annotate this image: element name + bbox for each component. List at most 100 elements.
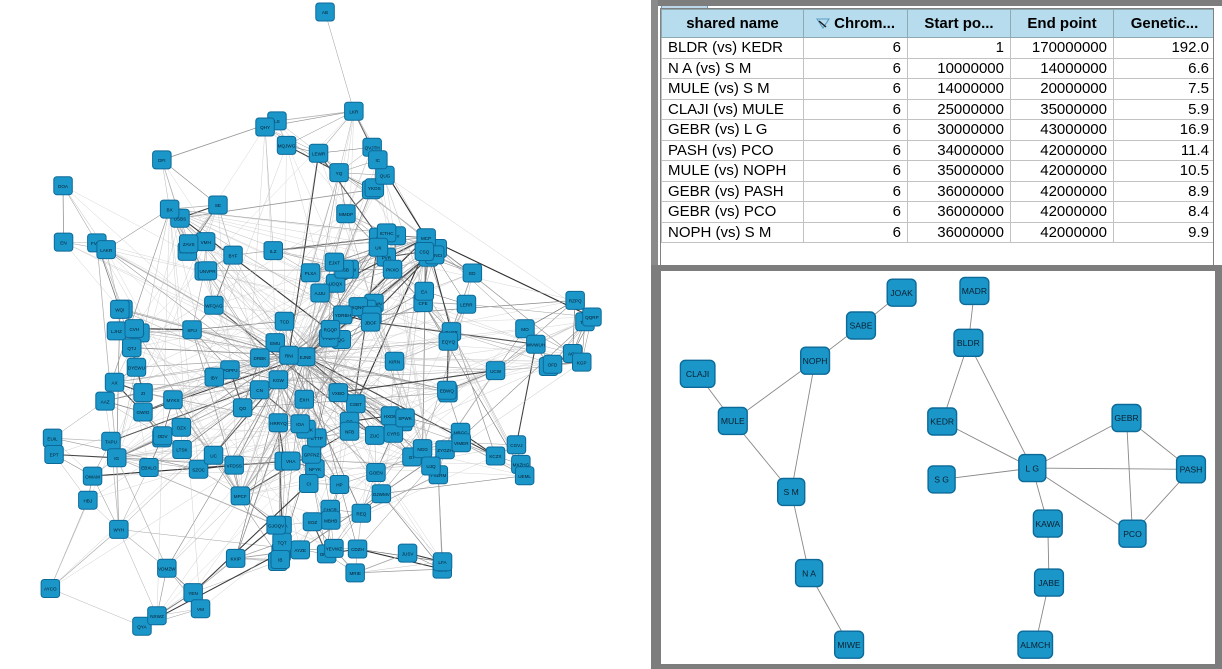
svg-text:GWIO: GWIO xyxy=(137,410,150,415)
svg-text:EN: EN xyxy=(60,240,66,245)
svg-text:CYRS: CYRS xyxy=(387,431,400,436)
svg-text:RZPQ: RZPQ xyxy=(569,299,582,304)
svg-text:EQYQ: EQYQ xyxy=(442,339,456,344)
svg-text:YQ: YQ xyxy=(336,171,343,176)
svg-text:CN: CN xyxy=(256,388,263,393)
svg-text:CI: CI xyxy=(307,482,312,487)
svg-text:LFA: LFA xyxy=(438,560,447,565)
svg-text:OJWMV: OJWMV xyxy=(373,492,391,497)
svg-text:TQT: TQT xyxy=(278,540,287,545)
svg-text:VIMER: VIMER xyxy=(454,441,469,446)
svg-text:QYA: QYA xyxy=(137,624,147,629)
svg-text:KEDR: KEDR xyxy=(930,417,954,427)
svg-text:VDMZW: VDMZW xyxy=(158,567,176,572)
svg-text:LEWR: LEWR xyxy=(312,151,326,156)
svg-text:NFYK: NFYK xyxy=(309,467,322,472)
svg-text:VXBO: VXBO xyxy=(332,391,345,396)
svg-text:HRRYQ: HRRYQ xyxy=(270,421,287,426)
svg-text:JABE: JABE xyxy=(1038,578,1060,588)
svg-text:WVWUH: WVWUH xyxy=(527,342,545,347)
svg-text:NGG: NGG xyxy=(417,447,428,452)
svg-text:QHY: QHY xyxy=(260,125,270,130)
svg-text:EA: EA xyxy=(421,289,428,294)
svg-text:YKOS: YKOS xyxy=(368,186,381,191)
svg-text:SOZ: SOZ xyxy=(308,520,318,525)
svg-text:QQRP: QQRP xyxy=(585,315,599,320)
svg-text:EMU: EMU xyxy=(270,341,280,346)
svg-text:GEBR: GEBR xyxy=(1114,413,1138,423)
svg-text:QTJ: QTJ xyxy=(127,346,136,351)
svg-text:MCP: MCP xyxy=(421,236,431,241)
svg-text:HP: HP xyxy=(336,483,342,488)
svg-text:KXIP: KXIP xyxy=(230,557,240,562)
svg-text:NOPH: NOPH xyxy=(803,356,828,366)
svg-text:EJXT: EJXT xyxy=(329,260,340,265)
svg-text:MBHB: MBHB xyxy=(324,519,337,524)
svg-text:KCZX: KCZX xyxy=(489,454,501,459)
svg-text:GPFNZ: GPFNZ xyxy=(304,452,320,457)
svg-text:AX: AX xyxy=(112,381,118,386)
svg-text:ZAVS: ZAVS xyxy=(183,242,195,247)
svg-text:RNI: RNI xyxy=(285,353,293,358)
svg-text:LJHZ: LJHZ xyxy=(111,329,122,334)
svg-text:MPCF: MPCF xyxy=(234,494,247,499)
svg-text:SFIJ: SFIJ xyxy=(187,328,196,333)
svg-text:SZOC: SZOC xyxy=(192,467,205,472)
svg-text:LERR: LERR xyxy=(460,303,473,308)
svg-text:IG: IG xyxy=(114,456,119,461)
svg-text:N A: N A xyxy=(802,568,816,578)
svg-text:IOA: IOA xyxy=(296,422,305,427)
svg-text:EJNE: EJNE xyxy=(300,355,312,360)
svg-text:ZUC: ZUC xyxy=(370,434,380,439)
svg-text:CSBT: CSBT xyxy=(350,402,362,407)
svg-text:JOAK: JOAK xyxy=(890,288,913,298)
svg-text:TAPU: TAPU xyxy=(105,440,117,445)
svg-text:BX: BX xyxy=(167,207,173,212)
svg-text:KGP: KGP xyxy=(577,360,587,365)
svg-text:WFQAG: WFQAG xyxy=(205,304,223,309)
svg-text:S M: S M xyxy=(784,487,799,497)
svg-text:UCW: UCW xyxy=(490,369,502,374)
svg-text:WQI: WQI xyxy=(115,308,124,313)
svg-text:QUG: QUG xyxy=(380,174,391,179)
svg-text:PCO: PCO xyxy=(1123,529,1142,539)
svg-text:EBWQ: EBWQ xyxy=(440,388,454,393)
svg-text:AAZ: AAZ xyxy=(101,399,110,404)
svg-text:VHA: VHA xyxy=(286,459,296,464)
svg-text:VM: VM xyxy=(197,607,204,612)
svg-text:QO: QO xyxy=(239,406,247,411)
svg-text:RGQP: RGQP xyxy=(324,328,338,333)
svg-text:KAWA: KAWA xyxy=(1035,519,1060,529)
svg-text:ED: ED xyxy=(469,271,476,276)
svg-text:ZYGZH: ZYGZH xyxy=(437,448,453,453)
svg-text:AJJU: AJJU xyxy=(315,291,326,296)
svg-text:ILZ: ILZ xyxy=(270,249,277,254)
svg-text:UX: UX xyxy=(375,246,381,251)
svg-text:HBJ: HBJ xyxy=(83,498,92,503)
svg-text:PKXO: PKXO xyxy=(386,268,399,273)
svg-text:QVJTH: QVJTH xyxy=(365,146,380,151)
svg-text:YDRBH: YDRBH xyxy=(335,313,351,318)
svg-text:BLDR: BLDR xyxy=(957,338,980,348)
svg-text:WYH: WYH xyxy=(113,528,124,533)
svg-text:OFD: OFD xyxy=(548,363,558,368)
svg-text:JUSV: JUSV xyxy=(402,551,415,556)
svg-text:VFDSS: VFDSS xyxy=(227,463,242,468)
svg-text:PLXA: PLXA xyxy=(305,271,318,276)
svg-text:IBY: IBY xyxy=(210,375,217,380)
svg-text:YEN: YEN xyxy=(188,591,197,596)
svg-text:DFI: DFI xyxy=(158,158,165,163)
svg-text:S G: S G xyxy=(934,475,949,485)
svg-text:CGVJ: CGVJ xyxy=(510,443,522,448)
svg-text:LKR: LKR xyxy=(349,109,359,114)
svg-text:GJOQV: GJOQV xyxy=(268,523,285,528)
svg-text:ICTHC: ICTHC xyxy=(380,231,395,236)
svg-text:NFB: NFB xyxy=(345,429,354,434)
svg-text:YEVWZ: YEVWZ xyxy=(326,547,343,552)
svg-text:AB: AB xyxy=(322,10,328,15)
svg-text:SPWK: SPWK xyxy=(398,416,412,421)
svg-text:LAKR: LAKR xyxy=(100,248,113,253)
svg-text:LS: LS xyxy=(274,119,280,124)
svg-text:SABE: SABE xyxy=(850,321,873,331)
svg-text:UDQX: UDQX xyxy=(329,282,342,287)
